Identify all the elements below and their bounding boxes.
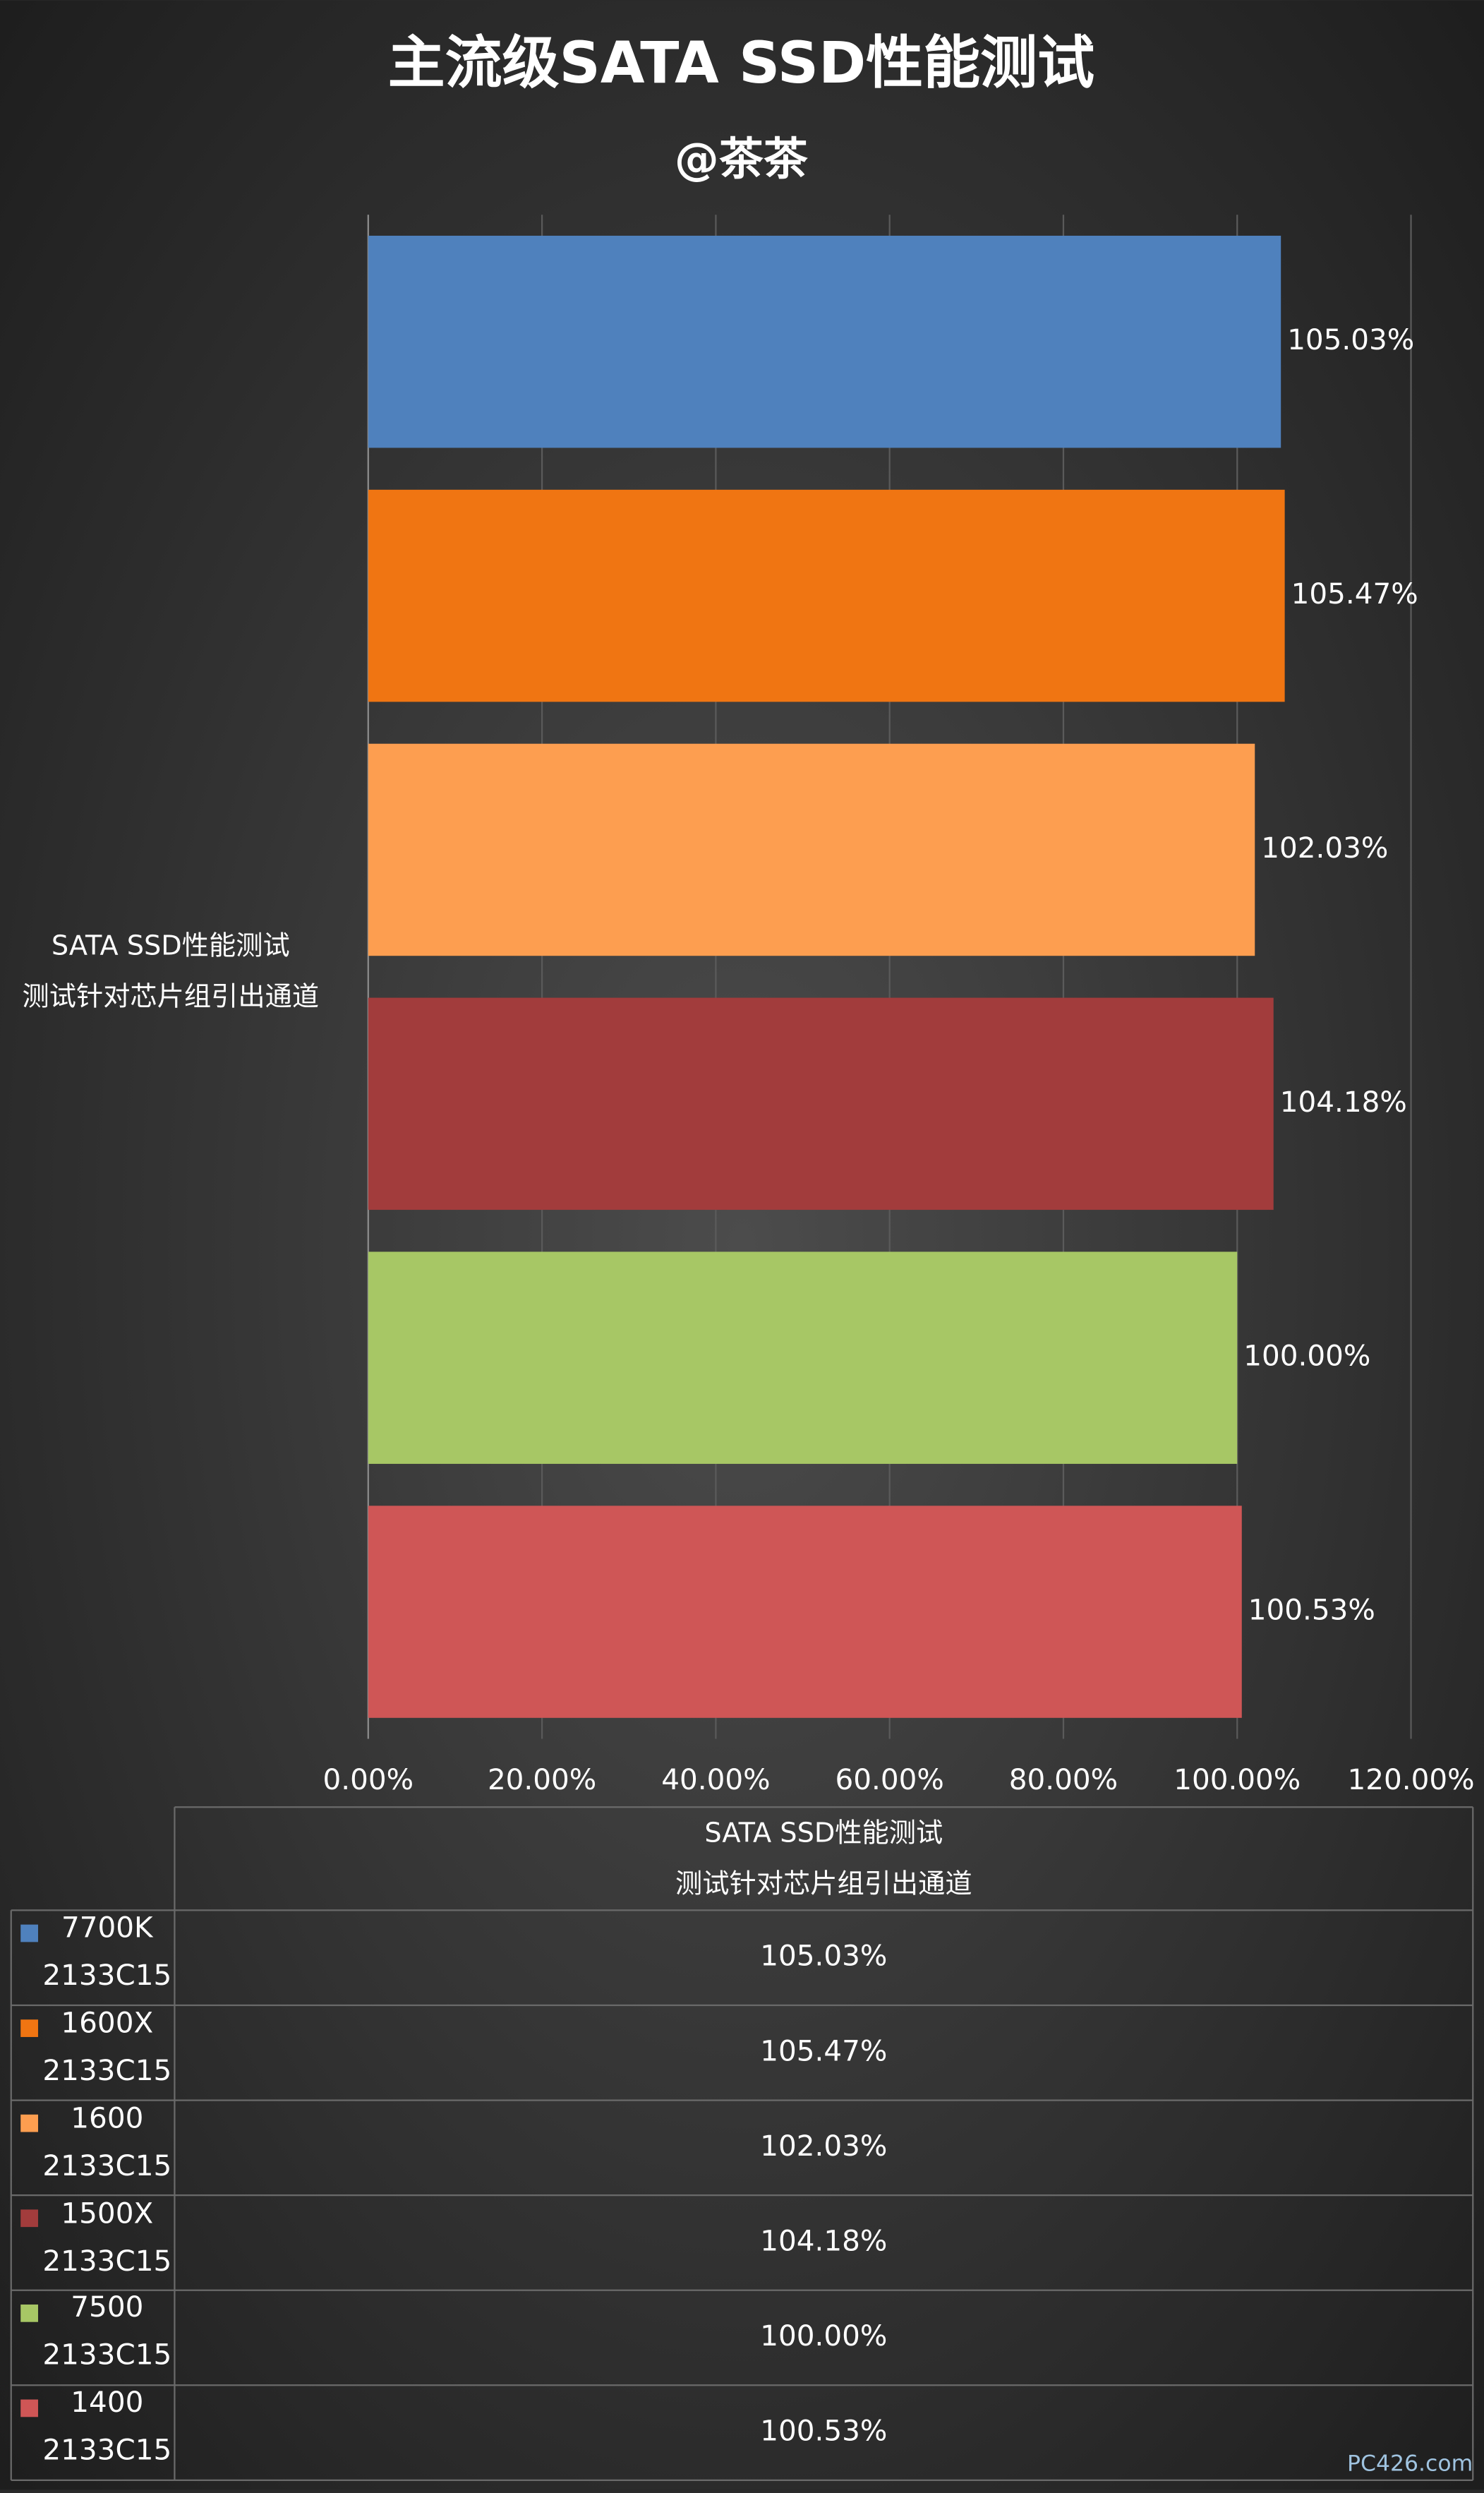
legend-swatch	[20, 2209, 38, 2228]
watermark: PC426.com	[1347, 2451, 1473, 2476]
table-value: 100.00%	[760, 2319, 887, 2353]
legend-swatch	[20, 2114, 38, 2132]
legend-label: 7700K 2133C15	[42, 1911, 172, 1993]
legend-label-box: 1400 2133C15	[42, 2386, 172, 2468]
legend-label: 1400 2133C15	[42, 2386, 172, 2468]
table-value: 105.03%	[760, 1939, 887, 1973]
bar	[368, 235, 1281, 448]
data-label: 102.03%	[1261, 831, 1388, 865]
legend-label: 1600 2133C15	[42, 2101, 172, 2183]
legend-label-box: 7700K 2133C15	[42, 1911, 172, 1993]
x-tick-label: 40.00%	[661, 1762, 770, 1796]
table-value: 102.03%	[760, 2129, 887, 2163]
x-tick-label: 0.00%	[323, 1762, 414, 1796]
bar	[368, 1506, 1242, 1718]
table-header-box: SATA SSD性能测试 测试针对芯片组引出通道	[675, 1818, 972, 1901]
bar	[368, 743, 1255, 956]
bar	[368, 489, 1285, 702]
y-tick-label: SATA SSD性能测试 测试针对芯片组引出通道	[22, 930, 320, 1014]
x-tick-label: 20.00%	[488, 1762, 596, 1796]
data-label: 104.18%	[1280, 1085, 1407, 1119]
x-tick-label: 120.00%	[1348, 1762, 1475, 1796]
table-header: SATA SSD性能测试 测试针对芯片组引出通道	[675, 1818, 972, 1901]
bar	[368, 997, 1274, 1211]
legend-label-box: 7500 2133C15	[42, 2291, 172, 2373]
legend-swatch	[20, 2399, 38, 2417]
data-label: 105.03%	[1287, 323, 1414, 356]
x-tick-label: 60.00%	[835, 1762, 944, 1796]
table-value: 100.53%	[760, 2414, 887, 2448]
legend-swatch	[20, 2019, 38, 2037]
data-label: 100.53%	[1248, 1593, 1375, 1627]
legend-label-box: 1500X 2133C15	[42, 2197, 172, 2278]
data-label: 100.00%	[1243, 1339, 1370, 1373]
legend-label: 1600X 2133C15	[42, 2007, 172, 2088]
x-tick-label: 80.00%	[1009, 1762, 1118, 1796]
legend-label-box: 1600 2133C15	[42, 2101, 172, 2183]
legend-swatch	[20, 1924, 38, 1942]
data-label: 105.47%	[1291, 577, 1418, 611]
table-value: 105.47%	[760, 2034, 887, 2067]
legend-label: 7500 2133C15	[42, 2291, 172, 2373]
chart-title: 主流级SATA SSD性能测试	[388, 30, 1094, 97]
legend-label: 1500X 2133C15	[42, 2197, 172, 2278]
bar	[368, 1251, 1238, 1464]
chart-subtitle: @茶茶	[675, 133, 809, 185]
y-tick-label-box: SATA SSD性能测试 测试针对芯片组引出通道	[22, 930, 320, 1014]
x-tick-label: 100.00%	[1174, 1762, 1301, 1796]
table-value: 104.18%	[760, 2223, 887, 2257]
legend-swatch	[20, 2304, 38, 2322]
legend-label-box: 1600X 2133C15	[42, 2007, 172, 2088]
